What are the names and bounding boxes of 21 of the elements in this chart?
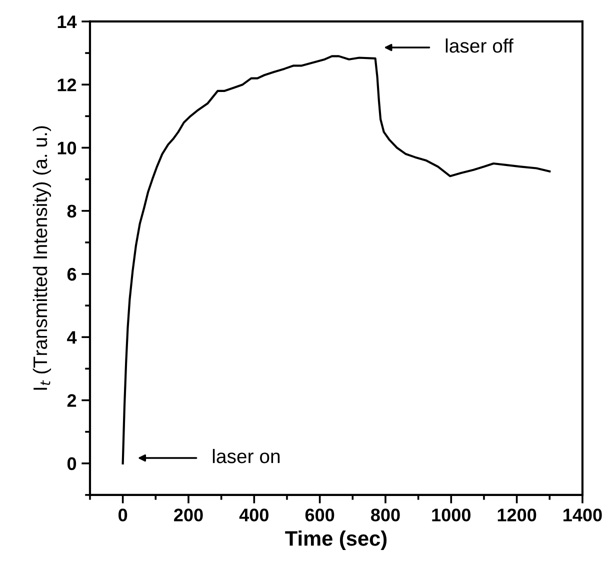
y-tick-label: 14 <box>58 16 77 28</box>
x-tick-label: 400 <box>239 508 268 522</box>
y-tick-label: 6 <box>67 268 76 281</box>
y-tick-label: 4 <box>67 331 77 344</box>
y-tick-label: 12 <box>58 78 76 92</box>
x-tick-label: 1200 <box>498 508 536 522</box>
x-tick-label: 800 <box>370 508 400 522</box>
y-tick-label: 0 <box>67 457 76 470</box>
x-tick-label: 200 <box>174 508 203 522</box>
x-tick-label: 600 <box>305 508 334 522</box>
annotation: laser off <box>446 38 514 53</box>
x-tick-label: 1400 <box>564 508 602 522</box>
annotation: laser on <box>212 448 280 464</box>
x-tick-label: 0 <box>118 508 128 522</box>
y-tick-label: 8 <box>67 204 76 218</box>
y-tick-label: 2 <box>67 394 76 407</box>
x-axis-title: Time (sec) <box>285 530 387 550</box>
y-axis-title: I$_{t}$ (Transmitted Intensity) (a. u.) <box>32 126 51 390</box>
line-series <box>122 55 551 464</box>
x-tick-label: 1000 <box>432 508 470 522</box>
y-tick-label: 10 <box>58 142 76 154</box>
